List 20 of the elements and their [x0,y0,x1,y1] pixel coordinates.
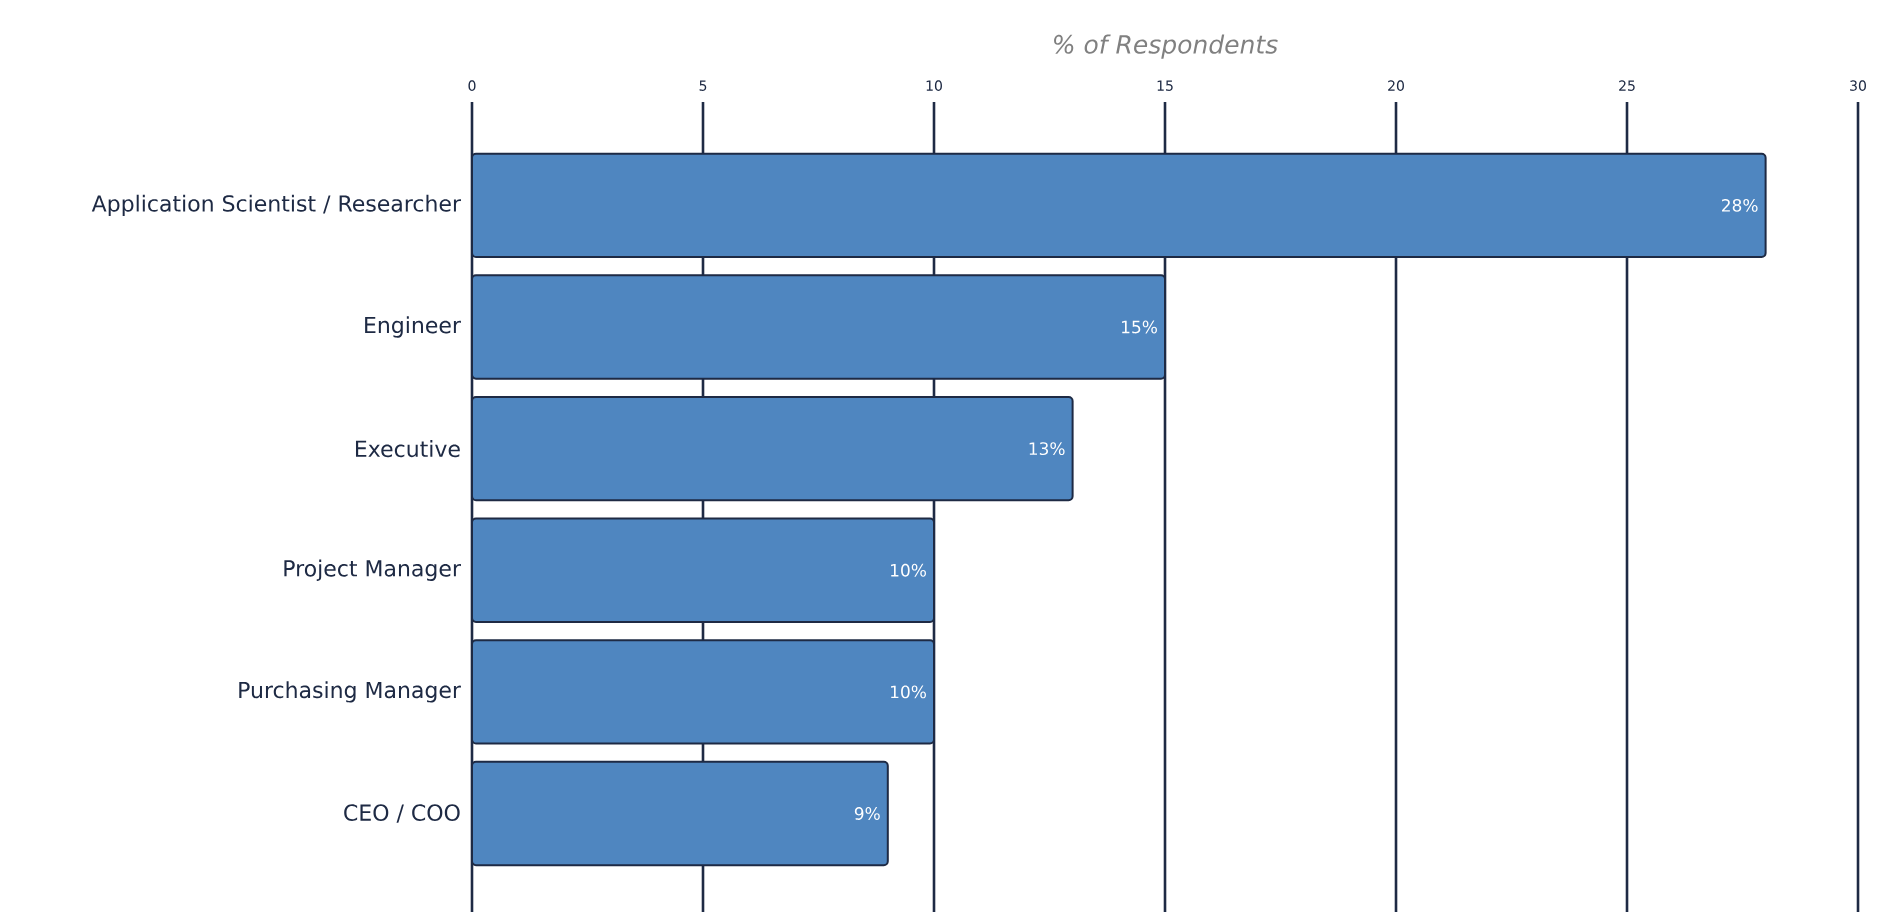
data-label: 13% [1029,442,1065,456]
y-tick-label: Engineer [365,316,461,338]
data-label: 9% [854,807,880,820]
data-label: 28% [1722,198,1758,212]
x-tick-label: 15 [1157,80,1173,91]
data-label: 10% [891,685,926,699]
x-tick-label: 0 [468,80,476,91]
x-axis-title: % of Respondents [1054,34,1278,59]
x-tick-label: 30 [1850,80,1866,91]
data-label: 10% [891,563,926,577]
y-tick-label: Executive [355,440,460,458]
y-tick-label: CEO / COO [344,804,460,823]
x-tick-label: 20 [1388,80,1404,91]
y-tick-label: Purchasing Manager [239,681,461,703]
x-tick-label: 10 [926,80,942,91]
y-tick-label: Application Scientist / Researcher [91,194,461,217]
x-tick-label: 5 [699,80,707,91]
data-label: 15% [1122,320,1157,334]
y-tick-label: Project Manager [284,559,461,581]
x-tick-label: 25 [1619,80,1635,91]
